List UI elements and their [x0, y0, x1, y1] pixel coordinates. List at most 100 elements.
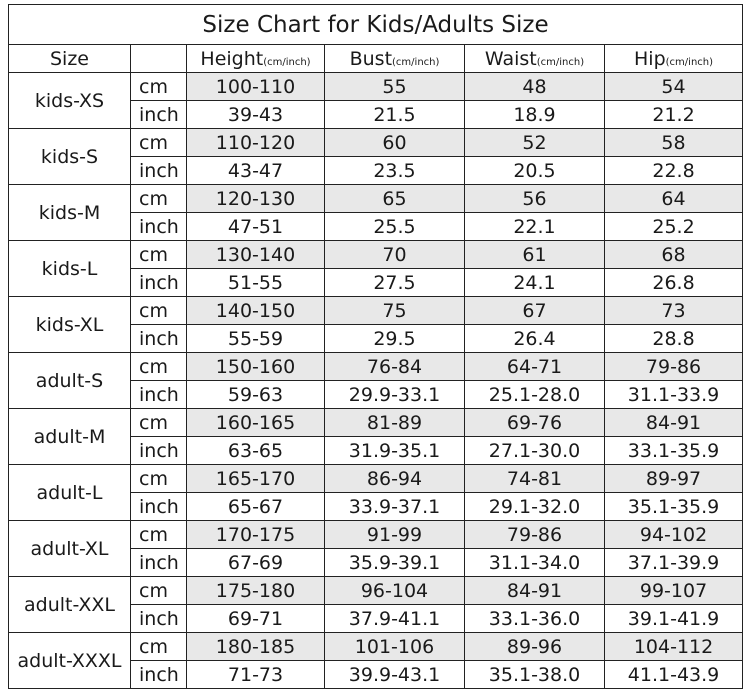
value-cell: 160-165 — [186, 408, 325, 437]
value-cell: 96-104 — [324, 576, 465, 605]
data-row: kids-L cm 130-140 70 61 68 — [8, 240, 744, 297]
value-cell: 101-106 — [324, 632, 465, 661]
data-row: adult-XXL cm 175-180 96-104 84-91 99-107 — [8, 576, 744, 633]
value-cell: 76-84 — [324, 352, 465, 381]
data-row: kids-XL cm 140-150 75 67 73 — [8, 296, 744, 353]
value-cell: 175-180 — [186, 576, 325, 605]
value-cell: 35.1-35.9 — [603, 492, 744, 521]
value-cell: 37.1-39.9 — [603, 548, 744, 577]
value-cell: 21.2 — [603, 100, 744, 129]
value-cell: 71-73 — [186, 660, 325, 689]
data-row: inch 69-71 37.9-41.1 33.1-36.0 39.1-41.9 — [9, 604, 744, 633]
header-unit: (cm/inch) — [665, 56, 714, 68]
unit-cell: cm — [130, 128, 187, 157]
size-cell: kids-S — [8, 128, 131, 185]
unit-cell: cm — [130, 184, 187, 213]
header-cell: Bust(cm/inch) — [324, 44, 465, 73]
value-cell: 24.1 — [464, 268, 605, 297]
data-row: inch 39-43 21.5 18.9 21.2 — [9, 100, 744, 129]
value-cell: 43-47 — [186, 156, 325, 185]
value-cell: 26.4 — [464, 324, 605, 353]
data-row: kids-S cm 110-120 60 52 58 — [8, 128, 744, 185]
value-cell: 150-160 — [186, 352, 325, 381]
value-cell: 31.9-35.1 — [324, 436, 465, 465]
value-cell: 94-102 — [603, 520, 744, 549]
value-cell: 33.1-36.0 — [464, 604, 605, 633]
value-cell: 130-140 — [186, 240, 325, 269]
value-cell: 51-55 — [186, 268, 325, 297]
value-cell: 70 — [324, 240, 465, 269]
data-row: kids-XS cm 100-110 55 48 54 — [8, 72, 744, 129]
table-title: Size Chart for Kids/Adults Size — [7, 4, 744, 45]
data-row: kids-M cm 120-130 65 56 64 — [8, 184, 744, 241]
value-cell: 21.5 — [324, 100, 465, 129]
data-row: inch 59-63 29.9-33.1 25.1-28.0 31.1-33.9 — [9, 380, 744, 409]
unit-cell: inch — [130, 324, 187, 353]
data-row: adult-S cm 150-160 76-84 64-71 79-86 — [8, 352, 744, 409]
header-row: Size Height(cm/inch) Bust(cm/inch) Waist(c… — [8, 44, 744, 73]
value-cell: 165-170 — [186, 464, 325, 493]
value-cell: 81-89 — [324, 408, 465, 437]
data-row: inch 55-59 29.5 26.4 28.8 — [9, 324, 744, 353]
value-cell: 67 — [464, 296, 605, 325]
unit-cell: cm — [130, 296, 187, 325]
unit-cell: cm — [130, 632, 187, 661]
unit-cell: inch — [130, 548, 187, 577]
value-cell: 84-91 — [603, 408, 744, 437]
header-label: Hip — [634, 47, 666, 70]
unit-cell: cm — [130, 240, 187, 269]
value-cell: 39.9-43.1 — [324, 660, 465, 689]
value-cell: 58 — [603, 128, 744, 157]
header-label: Height — [200, 47, 264, 70]
value-cell: 140-150 — [186, 296, 325, 325]
value-cell: 61 — [464, 240, 605, 269]
value-cell: 26.8 — [603, 268, 744, 297]
value-cell: 59-63 — [186, 380, 325, 409]
value-cell: 29.5 — [324, 324, 465, 353]
value-cell: 39.1-41.9 — [603, 604, 744, 633]
value-cell: 180-185 — [186, 632, 325, 661]
value-cell: 74-81 — [464, 464, 605, 493]
value-cell: 55-59 — [186, 324, 325, 353]
value-cell: 104-112 — [603, 632, 744, 661]
value-cell: 64 — [603, 184, 744, 213]
header-cell: Hip(cm/inch) — [603, 44, 744, 73]
header-label: Bust — [349, 47, 393, 70]
unit-cell: inch — [130, 156, 187, 185]
value-cell: 22.8 — [603, 156, 744, 185]
header-cell: Height(cm/inch) — [186, 44, 325, 73]
value-cell: 56 — [464, 184, 605, 213]
value-cell: 75 — [324, 296, 465, 325]
size-cell: kids-XL — [8, 296, 131, 353]
value-cell: 89-97 — [603, 464, 744, 493]
unit-cell: inch — [130, 436, 187, 465]
value-cell: 91-99 — [324, 520, 465, 549]
data-row: adult-XL cm 170-175 91-99 79-86 94-102 — [8, 520, 744, 577]
value-cell: 33.1-35.9 — [603, 436, 744, 465]
value-cell: 27.5 — [324, 268, 465, 297]
value-cell: 89-96 — [464, 632, 605, 661]
value-cell: 25.1-28.0 — [464, 380, 605, 409]
value-cell: 37.9-41.1 — [324, 604, 465, 633]
header-cell — [130, 44, 187, 73]
size-cell: adult-M — [8, 408, 131, 465]
header-cell: Waist(cm/inch) — [464, 44, 605, 73]
unit-cell: inch — [130, 660, 187, 689]
unit-cell: inch — [130, 604, 187, 633]
data-row: inch 51-55 27.5 24.1 26.8 — [9, 268, 744, 297]
unit-cell: cm — [130, 352, 187, 381]
value-cell: 120-130 — [186, 184, 325, 213]
value-cell: 69-76 — [464, 408, 605, 437]
unit-cell: inch — [130, 492, 187, 521]
unit-cell: cm — [130, 464, 187, 493]
value-cell: 170-175 — [186, 520, 325, 549]
value-cell: 60 — [324, 128, 465, 157]
size-cell: kids-M — [8, 184, 131, 241]
value-cell: 20.5 — [464, 156, 605, 185]
header-unit: (cm/inch) — [263, 56, 311, 68]
value-cell: 69-71 — [186, 604, 325, 633]
value-cell: 18.9 — [464, 100, 605, 129]
data-row: adult-L cm 165-170 86-94 74-81 89-97 — [8, 464, 744, 521]
value-cell: 27.1-30.0 — [464, 436, 605, 465]
unit-cell: inch — [130, 100, 187, 129]
